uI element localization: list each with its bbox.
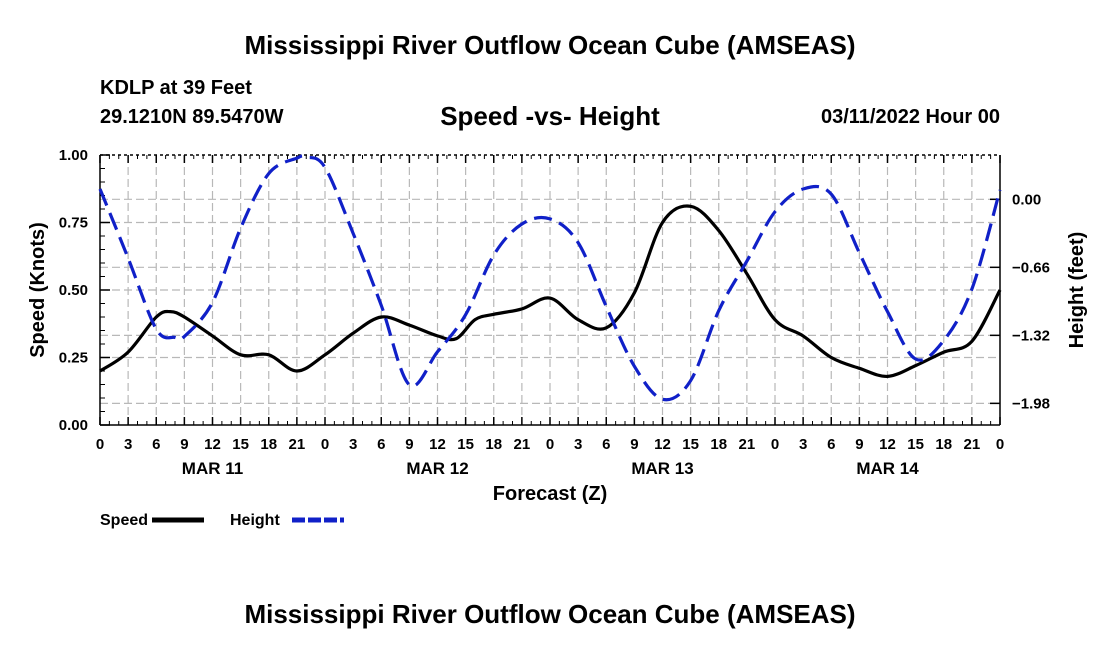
x-tick-label: 12: [879, 436, 896, 453]
x-tick-label: 15: [907, 436, 924, 453]
x-tick-label: 21: [964, 436, 981, 453]
x-tick-label: 6: [377, 436, 385, 453]
x-tick-label: 0: [546, 436, 554, 453]
x-tick-label: 3: [124, 436, 132, 453]
x-tick-label: 15: [682, 436, 699, 453]
y-axis-label: Speed (Knots): [27, 222, 49, 358]
x-tick-label: 3: [574, 436, 582, 453]
x-tick-label: 6: [827, 436, 835, 453]
x-tick-label: 0: [96, 436, 104, 453]
y2-tick-label: −1.98: [1012, 395, 1050, 412]
y2-tick-label: 0.00: [1012, 191, 1041, 208]
x-axis-label: Forecast (Z): [493, 483, 607, 505]
x-tick-label: 15: [232, 436, 249, 453]
forecast-datetime: 03/11/2022 Hour 00: [820, 106, 1000, 128]
x-tick-label: 9: [630, 436, 638, 453]
y-tick-label: 1.00: [59, 147, 88, 164]
series-line-height: [98, 154, 1002, 402]
y-tick-label: 0.25: [59, 350, 88, 367]
station-label: KDLP at 39 Feet: [100, 77, 252, 99]
y-tick-label: 0.75: [59, 215, 88, 232]
y-tick-label: 0.50: [59, 282, 88, 299]
x-tick-label: 12: [654, 436, 671, 453]
x-day-label: MAR 13: [631, 459, 693, 478]
x-tick-label: 15: [457, 436, 474, 453]
x-tick-label: 6: [602, 436, 610, 453]
x-tick-label: 3: [349, 436, 357, 453]
x-tick-label: 9: [180, 436, 188, 453]
x-tick-label: 9: [405, 436, 413, 453]
coordinates-label: 29.1210N 89.5470W: [100, 106, 284, 128]
series-line-speed: [99, 204, 1002, 379]
y2-tick-label: −0.66: [1012, 259, 1050, 276]
x-day-label: MAR 14: [856, 459, 919, 478]
x-day-label: MAR 11: [182, 459, 243, 478]
x-tick-label: 21: [514, 436, 531, 453]
legend-label-speed: Speed: [100, 512, 148, 529]
x-tick-label: 0: [996, 436, 1004, 453]
x-tick-label: 0: [321, 436, 329, 453]
x-tick-label: 12: [429, 436, 446, 453]
y-tick-label: 0.00: [59, 417, 88, 434]
x-tick-label: 9: [855, 436, 863, 453]
chart-title: Speed -vs- Height: [440, 101, 660, 131]
x-tick-label: 18: [935, 436, 952, 453]
y2-axis-label: Height (feet): [1066, 232, 1088, 349]
y2-tick-label: −1.32: [1012, 327, 1050, 344]
x-tick-label: 3: [799, 436, 807, 453]
x-tick-label: 21: [739, 436, 756, 453]
x-tick-label: 18: [710, 436, 727, 453]
x-tick-label: 0: [771, 436, 779, 453]
page-title: Mississippi River Outflow Ocean Cube (AM…: [244, 30, 856, 60]
x-tick-label: 12: [204, 436, 221, 453]
x-tick-label: 18: [485, 436, 502, 453]
x-tick-label: 21: [289, 436, 306, 453]
x-day-label: MAR 12: [406, 459, 468, 478]
legend-label-height: Height: [230, 512, 280, 529]
x-tick-label: 18: [260, 436, 277, 453]
footer-title: Mississippi River Outflow Ocean Cube (AM…: [244, 599, 856, 629]
x-tick-label: 6: [152, 436, 160, 453]
